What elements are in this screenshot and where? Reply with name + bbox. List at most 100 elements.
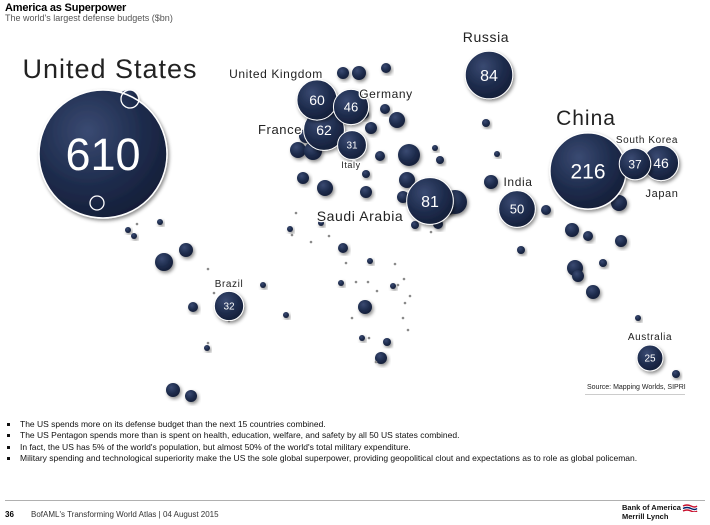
country-bubble-south-korea bbox=[618, 147, 652, 181]
page-subtitle: The world's largest defense budgets ($bn… bbox=[5, 13, 173, 23]
value-label-brazil: 32 bbox=[223, 302, 235, 313]
other-country-bubble bbox=[375, 151, 385, 161]
country-label-india: India bbox=[503, 175, 532, 189]
country-label-china: China bbox=[556, 107, 616, 130]
country-label-russia: Russia bbox=[463, 29, 509, 45]
other-country-bubble bbox=[365, 122, 377, 134]
other-country-bubble bbox=[411, 221, 419, 229]
country-bubble-india bbox=[498, 190, 536, 228]
other-country-bubble bbox=[517, 246, 525, 254]
other-country-bubble bbox=[615, 235, 627, 247]
other-country-bubble bbox=[572, 270, 584, 282]
value-label-south-korea: 37 bbox=[628, 157, 642, 171]
other-country-bubble bbox=[494, 151, 500, 157]
logo-line-1: Bank of America bbox=[622, 503, 681, 512]
other-country-bubble bbox=[283, 312, 289, 318]
country-label-italy: Italy bbox=[341, 160, 361, 170]
country-bubble-italy bbox=[337, 130, 367, 160]
country-bubble-united-states bbox=[38, 89, 168, 219]
other-country-bubble bbox=[432, 145, 438, 151]
value-label-france: 62 bbox=[316, 122, 332, 138]
other-country-bubble bbox=[375, 352, 387, 364]
country-label-japan: Japan bbox=[646, 188, 679, 200]
speck-dot bbox=[350, 316, 354, 320]
speck-dot bbox=[429, 230, 433, 234]
bank-logo: Bank of America Merrill Lynch bbox=[622, 503, 702, 523]
speck-dot bbox=[206, 267, 210, 271]
other-country-bubble bbox=[338, 280, 344, 286]
source-divider bbox=[585, 394, 685, 395]
country-bubble-australia bbox=[636, 344, 664, 372]
other-country-bubble bbox=[338, 243, 348, 253]
source-note: Source: Mapping Worlds, SIPRI bbox=[587, 384, 686, 391]
speck-dot bbox=[212, 291, 216, 295]
speck-dot bbox=[354, 280, 358, 284]
speck-dot bbox=[366, 280, 370, 284]
other-country-bubble bbox=[318, 220, 324, 226]
other-country-bubble bbox=[287, 226, 293, 232]
country-label-australia: Australia bbox=[628, 332, 672, 343]
other-country-bubble bbox=[380, 104, 390, 114]
other-country-bubble bbox=[399, 172, 415, 188]
other-country-bubble bbox=[362, 170, 370, 178]
value-label-saudi-arabia: 81 bbox=[421, 194, 439, 211]
other-country-bubble bbox=[185, 390, 197, 402]
us-ring-marker bbox=[89, 195, 105, 211]
country-bubble-brazil bbox=[213, 290, 245, 322]
other-country-bubble bbox=[381, 63, 391, 73]
other-country-bubble bbox=[672, 370, 680, 378]
page-number: 36 bbox=[5, 510, 14, 519]
other-country-bubble bbox=[635, 315, 641, 321]
country-label-united-kingdom: United Kingdom bbox=[229, 67, 323, 81]
bullet-item: Military spending and technological supe… bbox=[6, 453, 696, 464]
other-country-bubble bbox=[436, 156, 444, 164]
country-label-south-korea: South Korea bbox=[616, 135, 678, 146]
speck-dot bbox=[327, 234, 331, 238]
other-country-bubble bbox=[131, 233, 137, 239]
other-country-bubble bbox=[297, 172, 309, 184]
value-label-germany: 46 bbox=[344, 100, 358, 115]
value-label-australia: 25 bbox=[644, 354, 656, 365]
speck-dot bbox=[309, 240, 313, 244]
other-country-bubble bbox=[599, 259, 607, 267]
country-label-saudi-arabia: Saudi Arabia bbox=[317, 208, 404, 224]
speck-dot bbox=[406, 328, 410, 332]
other-country-bubble bbox=[484, 175, 498, 189]
other-country-bubble bbox=[358, 300, 372, 314]
speck-dot bbox=[344, 261, 348, 265]
speck-dot bbox=[396, 283, 400, 287]
value-label-italy: 31 bbox=[346, 141, 358, 152]
footer-text: BofAML's Transforming World Atlas | 04 A… bbox=[31, 510, 219, 519]
speck-dot bbox=[393, 262, 397, 266]
other-country-bubble bbox=[179, 243, 193, 257]
country-label-brazil: Brazil bbox=[215, 279, 244, 290]
speck-dot bbox=[367, 336, 371, 340]
defense-budget-bubble-map: 610 216 84 81 62 60 50 46 46 37 32 31 25 United Stat… bbox=[0, 24, 710, 414]
other-country-bubble bbox=[586, 285, 600, 299]
bullet-list: The US spends more on its defense budget… bbox=[6, 419, 696, 464]
other-country-bubble bbox=[360, 186, 372, 198]
speck-dot bbox=[375, 289, 379, 293]
country-label-united-states: United States bbox=[22, 54, 197, 84]
country-label-germany: Germany bbox=[359, 87, 413, 101]
other-country-bubble bbox=[204, 345, 210, 351]
value-label-japan: 46 bbox=[653, 155, 669, 171]
other-country-bubble bbox=[352, 66, 366, 80]
other-country-bubble bbox=[317, 180, 333, 196]
other-country-bubble bbox=[260, 282, 266, 288]
other-country-bubble bbox=[398, 144, 420, 166]
value-label-russia: 84 bbox=[480, 68, 498, 85]
speck-dot bbox=[402, 277, 406, 281]
other-country-bubble bbox=[482, 119, 490, 127]
other-country-bubble bbox=[337, 67, 349, 79]
logo-line-2: Merrill Lynch bbox=[622, 512, 669, 521]
country-bubble-russia bbox=[464, 50, 514, 100]
other-country-bubble bbox=[359, 335, 365, 341]
value-label-united-kingdom: 60 bbox=[309, 92, 325, 108]
page-title: America as Superpower bbox=[5, 2, 127, 14]
value-label-india: 50 bbox=[510, 202, 524, 217]
country-bubble-saudi-arabia bbox=[406, 177, 454, 225]
other-country-bubble bbox=[397, 191, 409, 203]
country-label-france: France bbox=[258, 122, 302, 137]
us-ring-marker bbox=[120, 89, 140, 109]
